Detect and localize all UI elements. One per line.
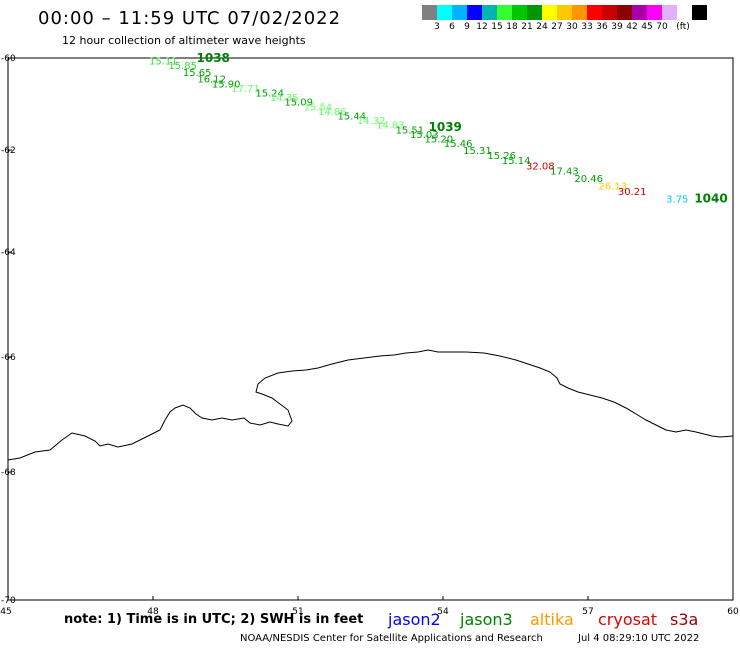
satellite-legend-item: cryosat [598, 610, 658, 629]
wave-height-label: 17.43 [550, 166, 579, 177]
lat-tick-label: -68 [1, 468, 16, 478]
scale-swatch [467, 5, 482, 20]
scale-label: (ft) [676, 22, 690, 32]
scale-swatch [647, 5, 662, 20]
wave-height-label: 32.08 [526, 161, 555, 172]
time-markers: 1038 1039 1040 [197, 51, 728, 205]
scale-label: 39 [611, 22, 623, 32]
satellite-legend-item: altika [530, 610, 574, 629]
scale-label: 3 [434, 22, 440, 32]
scale-swatch [662, 5, 677, 20]
lat-tick-label: -62 [1, 146, 16, 156]
satellite-legend-item: s3a [670, 610, 699, 629]
wave-height-label: 26.13 [599, 182, 628, 193]
color-scale-labels: 3 6 9 12 15 18 21 24 27 30 33 36 39 42 45 70 (ft) [422, 20, 732, 34]
scale-label: 24 [536, 22, 548, 32]
map-frame [7, 57, 734, 601]
lat-tick-label: -60 [1, 54, 16, 64]
wave-height-label: 15.20 [425, 135, 454, 146]
wave-height-label: 15.03 [410, 130, 439, 141]
wave-height-label: 14.86 [318, 107, 347, 118]
wave-height-label: 14.32 [357, 116, 386, 127]
coastline [7, 349, 734, 461]
scale-swatch [617, 5, 632, 20]
scale-label: 45 [641, 22, 653, 32]
color-scale-swatches [422, 5, 732, 20]
scale-label: 15 [491, 22, 503, 32]
scale-swatch [572, 5, 587, 20]
lon-tick-label: 54 [437, 607, 449, 617]
wave-height-label: 15.54 [304, 102, 333, 113]
satellite-legend-item: jason2 [388, 610, 441, 629]
scale-label: 6 [449, 22, 455, 32]
footer-date: Jul 4 08:29:10 UTC 2022 [578, 633, 700, 644]
wave-height-label: 16.12 [197, 75, 226, 86]
scale-swatch [677, 5, 692, 20]
scale-label: 27 [551, 22, 563, 32]
scale-label: 36 [596, 22, 608, 32]
footer-note: note: 1) Time is in UTC; 2) SWH is in fe… [64, 612, 364, 627]
scale-swatch [602, 5, 617, 20]
lat-tick-label: -66 [1, 353, 16, 363]
scale-swatch [542, 5, 557, 20]
footer-organization: NOAA/NESDIS Center for Satellite Applica… [240, 633, 543, 644]
scale-swatch [512, 5, 527, 20]
scale-swatch [482, 5, 497, 20]
wave-height-label: 15.26 [487, 151, 516, 162]
page-subtitle: 12 hour collection of altimeter wave hei… [62, 34, 306, 47]
wave-height-label: 15.90 [212, 79, 241, 90]
time-marker-label: 1040 [694, 191, 727, 205]
scale-swatch [632, 5, 647, 20]
wave-height-label: 15.31 [463, 146, 492, 157]
scale-label: 30 [566, 22, 578, 32]
wave-height-label: 30.21 [618, 187, 647, 198]
scale-label: 9 [464, 22, 470, 32]
map-grid: 45 48 51 54 57 60 -60 -62 -64 -66 -68 -70 [0, 54, 739, 617]
observation-labels: 15.1115.8515.6516.1215.9017.7115.2414.35… [149, 56, 688, 205]
wave-height-label: 3.75 [666, 194, 688, 205]
scale-swatch [587, 5, 602, 20]
lon-tick-label: 48 [147, 607, 159, 617]
lon-tick-label: 57 [582, 607, 593, 617]
wave-height-label: 15.51 [396, 125, 425, 136]
scale-swatch [527, 5, 542, 20]
time-marker-label: 1038 [197, 51, 230, 65]
lon-tick-label: 51 [292, 607, 303, 617]
scale-swatch [557, 5, 572, 20]
lon-tick-label: 45 [0, 607, 11, 617]
scale-swatch [437, 5, 452, 20]
lat-tick-label: -70 [1, 596, 16, 606]
scale-label: 21 [521, 22, 533, 32]
scale-swatch [497, 5, 512, 20]
wave-height-label: 17.71 [231, 84, 260, 95]
wave-height-label: 14.83 [376, 121, 405, 132]
scale-label: 18 [506, 22, 518, 32]
scale-label: 70 [656, 22, 668, 32]
wave-height-label: 15.11 [149, 56, 178, 67]
wave-height-label: 15.46 [444, 139, 473, 150]
scale-label: 33 [581, 22, 593, 32]
time-marker-label: 1039 [429, 120, 462, 134]
wave-height-label: 14.35 [270, 93, 299, 104]
wave-height-label: 15.65 [183, 68, 212, 79]
wave-height-label: 15.09 [284, 98, 313, 109]
scale-label: 42 [626, 22, 638, 32]
wave-height-label: 15.85 [168, 61, 197, 72]
lat-tick-label: -64 [1, 248, 16, 258]
wave-height-label: 20.46 [574, 174, 603, 185]
scale-swatch [422, 5, 437, 20]
wave-height-color-scale: 3 6 9 12 15 18 21 24 27 30 33 36 39 42 45 70 (ft) [422, 5, 732, 34]
page-title: 00:00 – 11:59 UTC 07/02/2022 [38, 8, 342, 29]
scale-swatch [692, 5, 707, 20]
scale-swatch [452, 5, 467, 20]
lon-tick-label: 60 [727, 607, 739, 617]
satellite-legend-item: jason3 [460, 610, 513, 629]
wave-height-label: 15.44 [338, 112, 367, 123]
scale-label: 12 [476, 22, 488, 32]
wave-height-label: 15.14 [502, 156, 531, 167]
wave-height-label: 15.24 [255, 89, 284, 100]
